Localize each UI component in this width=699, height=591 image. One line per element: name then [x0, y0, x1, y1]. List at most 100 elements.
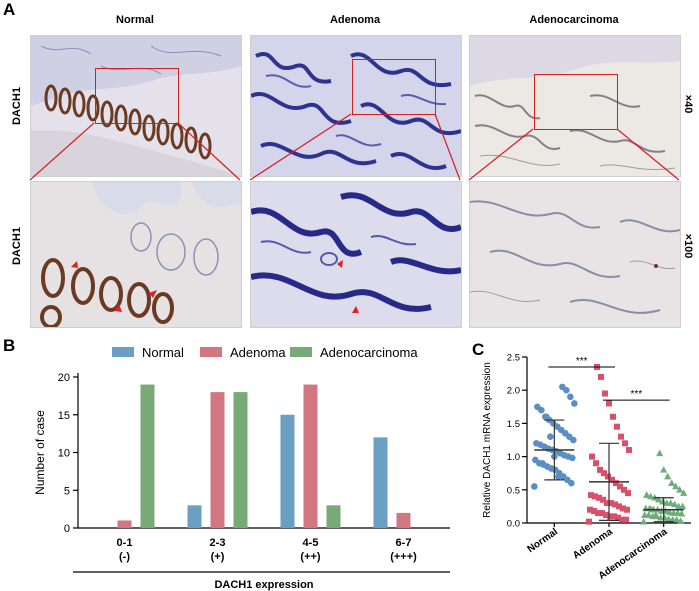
roi-box-adenoma [352, 59, 436, 115]
micrograph-normal-x40 [30, 35, 242, 177]
scatter-point-adenoma [624, 506, 630, 513]
bar-chart-x-tick-label: 0-1 [117, 537, 133, 549]
bar-chart-x-tick-label: 4-5 [303, 537, 319, 549]
scatter-point-adenoma [601, 470, 607, 477]
scatter-chart-y-tick-label: 1.5 [507, 419, 520, 430]
bar-normal-2-3 [187, 505, 202, 528]
bar-chart-y-tick-label: 15 [58, 410, 70, 422]
scatter-chart-y-label: Relative DACH1 mRNA expression [482, 362, 493, 518]
bar-chart-x-tick-sublabel: (-) [119, 551, 130, 563]
scatter-chart-y-tick-label: 2.0 [507, 386, 520, 397]
scatter-point-adenoma [591, 508, 597, 515]
scatter-point-adenoma [599, 510, 605, 517]
scatter-point-adenocarcinoma [668, 479, 676, 486]
scatter-chart-y-tick-label: 0.5 [507, 485, 520, 496]
micrograph-adenoma-x100 [250, 181, 462, 328]
scatter-point-adenoma [626, 446, 632, 453]
bar-adenoma-2-3 [210, 392, 225, 528]
bar-chart-y-label: Number of case [33, 410, 47, 495]
bar-chart-x-tick-label: 6-7 [396, 537, 412, 549]
scatter-point-adenoma [610, 413, 616, 420]
bar-chart-x-tick-sublabel: (++) [300, 551, 321, 563]
scatter-point-adenoma [606, 400, 612, 407]
scatter-point-adenoma [586, 518, 592, 525]
scatter-point-adenoma [587, 506, 593, 513]
scatter-point-adenoma [615, 514, 621, 521]
scatter-point-adenocarcinoma [656, 449, 664, 457]
scatter-point-adenoma [621, 486, 627, 493]
scatter-point-normal [555, 473, 562, 480]
row-label-bottom: DACH1 [11, 227, 23, 265]
scatter-point-adenoma [588, 492, 594, 499]
bar-chart-x-tick-sublabel: (+) [211, 551, 225, 563]
scatter-point-normal [533, 440, 540, 447]
scatter-point-adenoma [592, 493, 598, 500]
micrograph-normal-x100-image [31, 182, 241, 327]
scatter-point-adenoma [614, 423, 620, 430]
bar-chart-y-tick-label: 20 [58, 372, 70, 384]
scatter-point-normal [539, 459, 546, 467]
micrograph-adenocarcinoma-x40-image [470, 36, 680, 176]
scatter-point-adenoma [600, 496, 606, 503]
scatter-point-adenocarcinoma [676, 486, 684, 493]
scatter-point-adenocarcinoma [652, 511, 660, 518]
scatter-point-adenoma [616, 503, 622, 510]
bar-chart-x-tick-label: 2-3 [210, 537, 226, 549]
scatter-point-normal [532, 456, 539, 464]
scatter-chart-y-tick-label: 0.0 [507, 519, 520, 530]
legend-swatch [290, 347, 312, 357]
scatter-point-adenoma [611, 513, 617, 520]
scatter-point-adenoma [595, 510, 601, 517]
scatter-chart-x-tick-label: Adenoma [571, 526, 615, 561]
scatter-point-adenoma [623, 516, 629, 523]
column-title-normal: Normal [116, 14, 154, 26]
scatter-point-normal [543, 413, 550, 421]
scatter-point-adenoma [618, 433, 624, 440]
scatter-point-normal [559, 383, 566, 391]
micrograph-adenoma-x100-image [251, 182, 461, 327]
scatter-chart: Relative DACH1 mRNA expression 0.0 0.5 1.0… [482, 353, 691, 582]
legend-swatch [200, 347, 222, 357]
scatter-point-adenocarcinoma [680, 489, 688, 496]
legend-label: Adenoma [230, 345, 286, 360]
micrograph-adenocarcinoma-x100 [469, 181, 681, 328]
scatter-chart-y-tick-label: 2.5 [507, 353, 520, 364]
scatter-point-normal [531, 483, 538, 490]
micrograph-adenocarcinoma-x40 [469, 35, 681, 177]
bar-adenoma-6-7 [396, 512, 411, 528]
scatter-point-adenoma [602, 390, 608, 397]
significance-label: *** [630, 389, 642, 400]
scatter-point-adenoma [589, 453, 595, 460]
scatter-point-adenocarcinoma [643, 491, 651, 498]
bar-chart-x-tick-sublabel: (+++) [390, 551, 417, 563]
scatter-point-normal [547, 433, 554, 440]
scatter-point-adenoma [620, 505, 626, 512]
scatter-point-adenocarcinoma [640, 517, 648, 525]
scatter-point-adenoma [605, 473, 611, 480]
bar-chart-legend: Normal Adenoma Adenocarcinoma [112, 345, 418, 360]
scatter-point-adenoma [604, 500, 610, 507]
significance-label: *** [576, 356, 588, 367]
micrograph-normal-x40-image [31, 36, 241, 176]
scatter-point-adenoma [612, 501, 618, 508]
scatter-point-adenoma [608, 500, 614, 507]
scatter-point-normal [567, 393, 574, 401]
scatter-point-adenoma [622, 440, 628, 447]
bar-chart: Normal Adenoma Adenocarcinoma 0 5 10 15 20 0-1… [33, 345, 450, 591]
bar-chart-x-label: DACH1 expression [214, 579, 313, 591]
bar-normal-4-5 [280, 414, 295, 528]
scatter-point-adenocarcinoma [659, 497, 667, 505]
bar-chart-y-tick-label: 10 [58, 448, 70, 460]
scatter-point-adenoma [613, 480, 619, 487]
scatter-chart-y-tick-label: 1.0 [507, 452, 520, 463]
scatter-point-adenocarcinoma [655, 495, 663, 503]
bar-adenocarcinoma-0-1 [140, 384, 155, 528]
scatter-point-adenoma [617, 483, 623, 490]
roi-box-normal [95, 68, 179, 124]
bar-chart-y-tick-label: 5 [64, 485, 70, 497]
scatter-point-adenoma [607, 513, 613, 520]
bar-adenocarcinoma-4-5 [326, 505, 341, 528]
scatter-point-adenoma [619, 516, 625, 523]
roi-box-adenocarcinoma [534, 74, 618, 130]
scatter-point-normal [534, 403, 541, 411]
